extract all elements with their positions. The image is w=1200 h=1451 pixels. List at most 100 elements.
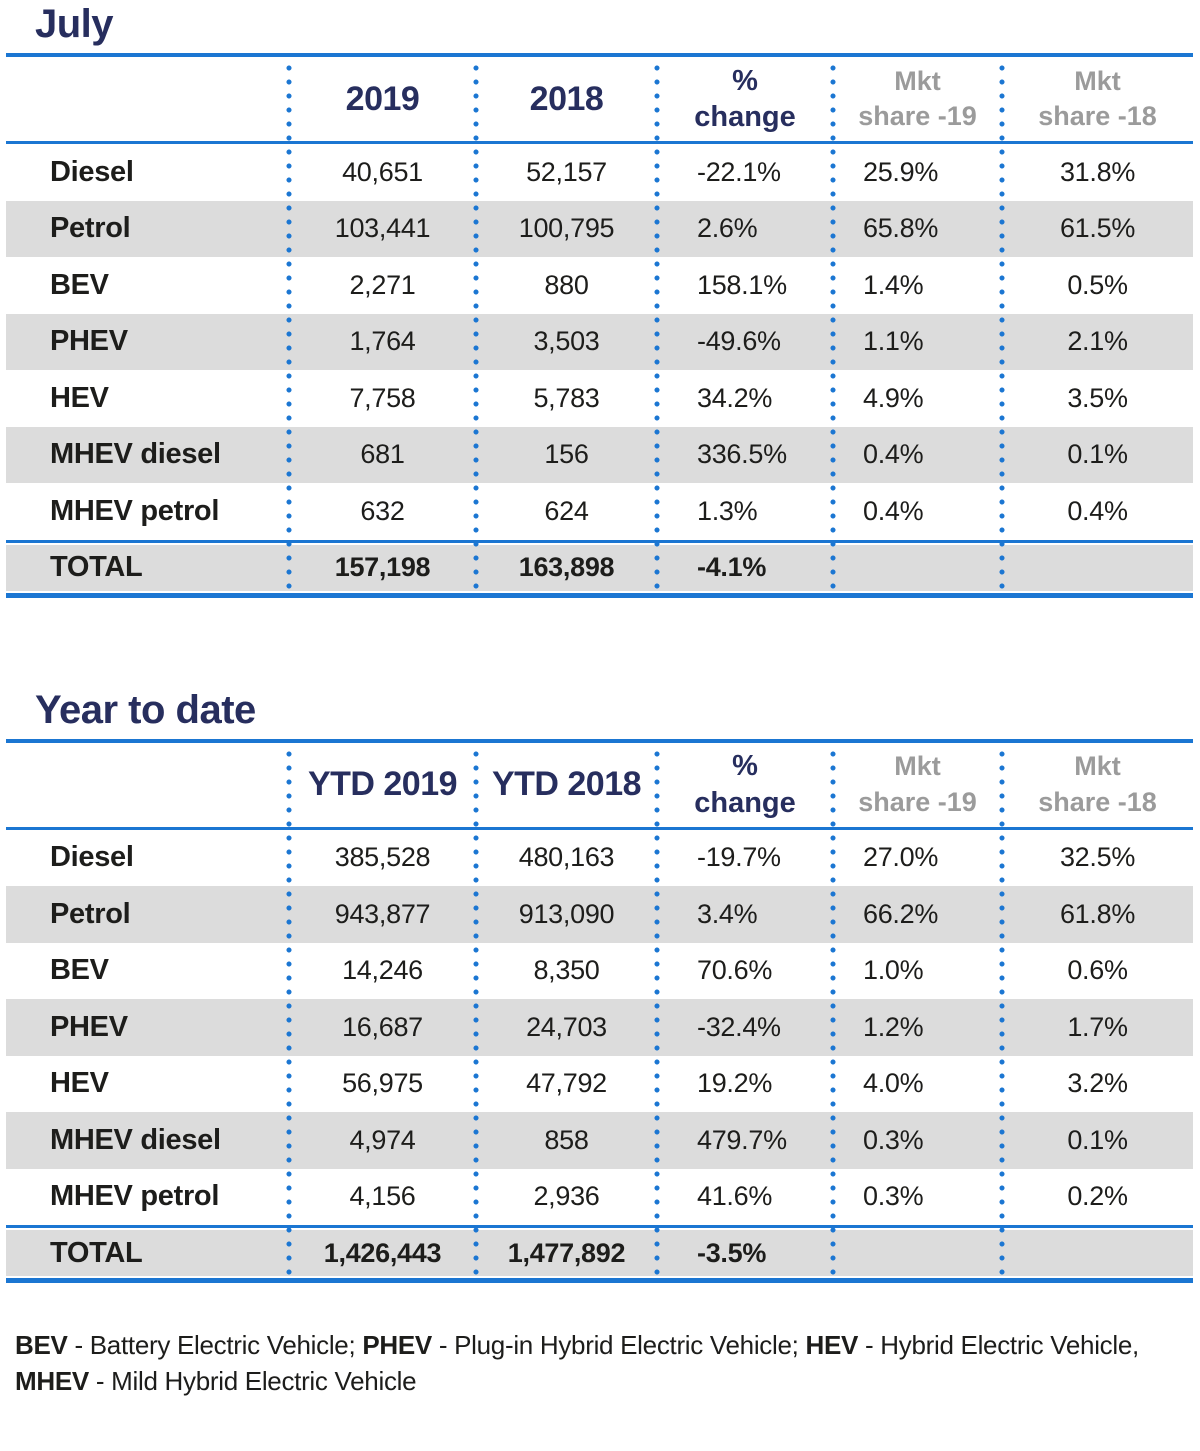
- table-row: Diesel 385,528 480,163 -19.7% 27.0% 32.5…: [6, 830, 1193, 887]
- header-percent-change-line2: change: [694, 786, 796, 819]
- row-label: MHEV diesel: [50, 438, 221, 471]
- value-percent-change: -32.4%: [697, 1011, 781, 1042]
- value-market-share-18: 0.4%: [1067, 495, 1128, 526]
- row-label: Petrol: [50, 212, 131, 245]
- year-to-date-registrations-table: YTD 2019 YTD 2018 % change Mkt share -19…: [6, 738, 1193, 1283]
- table-row: Petrol 943,877 913,090 3.4% 66.2% 61.8%: [6, 886, 1193, 943]
- row-label: MHEV petrol: [50, 1180, 220, 1213]
- value-current-year: 385,528: [334, 842, 431, 873]
- value-percent-change: 34.2%: [697, 382, 773, 413]
- total-previous-year: 1,477,892: [507, 1237, 626, 1268]
- row-label: HEV: [50, 381, 109, 414]
- value-market-share-18: 32.5%: [1059, 842, 1136, 873]
- row-label: Diesel: [50, 155, 134, 188]
- table-row: MHEV petrol 4,156 2,936 41.6% 0.3% 0.2%: [6, 1169, 1193, 1226]
- total-percent-change: -3.5%: [697, 1237, 767, 1268]
- row-label: PHEV: [50, 1010, 128, 1043]
- value-percent-change: 479.7%: [697, 1124, 787, 1155]
- header-market-share-19: Mkt share -19: [833, 64, 1002, 134]
- july-registrations-table: 2019 2018 % change Mkt share -19 Mkt sha…: [6, 53, 1193, 598]
- value-previous-year: 913,090: [518, 898, 615, 929]
- value-market-share-18: 0.1%: [1067, 439, 1128, 470]
- value-market-share-19: 4.0%: [863, 1068, 924, 1099]
- header-percent-change-line1: %: [732, 64, 758, 97]
- value-percent-change: -49.6%: [697, 326, 781, 357]
- value-market-share-18: 61.8%: [1059, 898, 1136, 929]
- value-market-share-18: 3.5%: [1067, 382, 1128, 413]
- value-market-share-19: 0.4%: [863, 495, 924, 526]
- header-percent-change-line2: change: [694, 101, 796, 133]
- total-percent-change: -4.1%: [697, 552, 767, 582]
- table-header-row: 2019 2018 % change Mkt share -19 Mkt sha…: [6, 57, 1193, 144]
- value-current-year: 632: [360, 495, 405, 526]
- value-current-year: 2,271: [349, 269, 416, 300]
- value-market-share-18: 0.6%: [1067, 955, 1128, 986]
- header-market-share-19: Mkt share -19: [833, 749, 1002, 819]
- value-market-share-18: 2.1%: [1067, 326, 1128, 357]
- table-title-year-to-date: Year to date: [35, 687, 256, 732]
- value-percent-change: 19.2%: [697, 1068, 773, 1099]
- value-previous-year: 100,795: [518, 213, 615, 244]
- value-percent-change: -19.7%: [697, 842, 781, 873]
- value-market-share-19: 0.3%: [863, 1124, 924, 1155]
- header-market-share-18: Mkt share -18: [1002, 749, 1193, 819]
- table-row: HEV 56,975 47,792 19.2% 4.0% 3.2%: [6, 1056, 1193, 1113]
- value-previous-year: 8,350: [533, 955, 600, 986]
- footnote-abbr-mhev: MHEV: [15, 1366, 89, 1397]
- value-market-share-19: 25.9%: [863, 156, 939, 187]
- value-market-share-18: 3.2%: [1067, 1068, 1128, 1099]
- value-previous-year: 5,783: [533, 382, 600, 413]
- total-current-year: 1,426,443: [323, 1237, 442, 1268]
- value-current-year: 103,441: [334, 213, 431, 244]
- value-percent-change: 1.3%: [697, 495, 758, 526]
- value-current-year: 7,758: [349, 382, 416, 413]
- footnote-desc-bev: - Battery Electric Vehicle;: [67, 1330, 363, 1360]
- header-mkt-19-line1: Mkt: [894, 65, 941, 96]
- table-row: BEV 14,246 8,350 70.6% 1.0% 0.6%: [6, 943, 1193, 1000]
- header-market-share-18: Mkt share -18: [1002, 64, 1193, 134]
- total-previous-year: 163,898: [518, 552, 615, 582]
- value-current-year: 943,877: [334, 898, 431, 929]
- header-2018: 2018: [529, 79, 604, 118]
- abbreviation-footnote: BEV - Battery Electric Vehicle; PHEV - P…: [15, 1327, 1175, 1400]
- value-previous-year: 156: [544, 439, 589, 470]
- table-row: MHEV petrol 632 624 1.3% 0.4% 0.4%: [6, 483, 1193, 540]
- total-row: TOTAL 157,198 163,898 -4.1%: [6, 539, 1193, 598]
- value-current-year: 14,246: [342, 955, 423, 986]
- row-label: PHEV: [50, 325, 128, 358]
- table-row: BEV 2,271 880 158.1% 1.4% 0.5%: [6, 257, 1193, 314]
- row-label: Diesel: [50, 841, 134, 874]
- value-percent-change: 3.4%: [697, 898, 758, 929]
- value-previous-year: 880: [544, 269, 589, 300]
- header-ytd-2019: YTD 2019: [307, 765, 458, 803]
- total-label: TOTAL: [50, 551, 143, 583]
- footnote-abbr-phev: PHEV: [362, 1330, 432, 1360]
- value-percent-change: -22.1%: [697, 156, 781, 187]
- value-market-share-19: 0.3%: [863, 1181, 924, 1212]
- header-ytd-2018: YTD 2018: [491, 765, 642, 803]
- value-market-share-19: 66.2%: [863, 898, 939, 929]
- table-row: Diesel 40,651 52,157 -22.1% 25.9% 31.8%: [6, 144, 1193, 201]
- value-percent-change: 158.1%: [697, 269, 787, 300]
- value-market-share-19: 4.9%: [863, 382, 924, 413]
- table-row: MHEV diesel 681 156 336.5% 0.4% 0.1%: [6, 426, 1193, 483]
- table-row: HEV 7,758 5,783 34.2% 4.9% 3.5%: [6, 370, 1193, 427]
- value-market-share-19: 1.4%: [863, 269, 924, 300]
- header-2019: 2019: [345, 79, 420, 118]
- value-previous-year: 52,157: [526, 156, 607, 187]
- table-row: PHEV 1,764 3,503 -49.6% 1.1% 2.1%: [6, 313, 1193, 370]
- table-row: MHEV diesel 4,974 858 479.7% 0.3% 0.1%: [6, 1112, 1193, 1169]
- footnote-desc-hev: - Hybrid Electric Vehicle,: [858, 1330, 1139, 1360]
- header-percent-change: % change: [657, 63, 833, 136]
- value-current-year: 681: [360, 439, 405, 470]
- value-current-year: 4,156: [349, 1181, 416, 1212]
- value-market-share-18: 0.5%: [1067, 269, 1128, 300]
- table-row: Petrol 103,441 100,795 2.6% 65.8% 61.5%: [6, 200, 1193, 257]
- value-previous-year: 480,163: [518, 842, 615, 873]
- header-mkt-19-line1: Mkt: [894, 751, 941, 782]
- value-percent-change: 41.6%: [697, 1181, 773, 1212]
- value-market-share-18: 0.1%: [1067, 1124, 1128, 1155]
- footnote-abbr-hev: HEV: [805, 1330, 859, 1360]
- value-market-share-18: 31.8%: [1059, 156, 1136, 187]
- value-previous-year: 858: [544, 1124, 589, 1155]
